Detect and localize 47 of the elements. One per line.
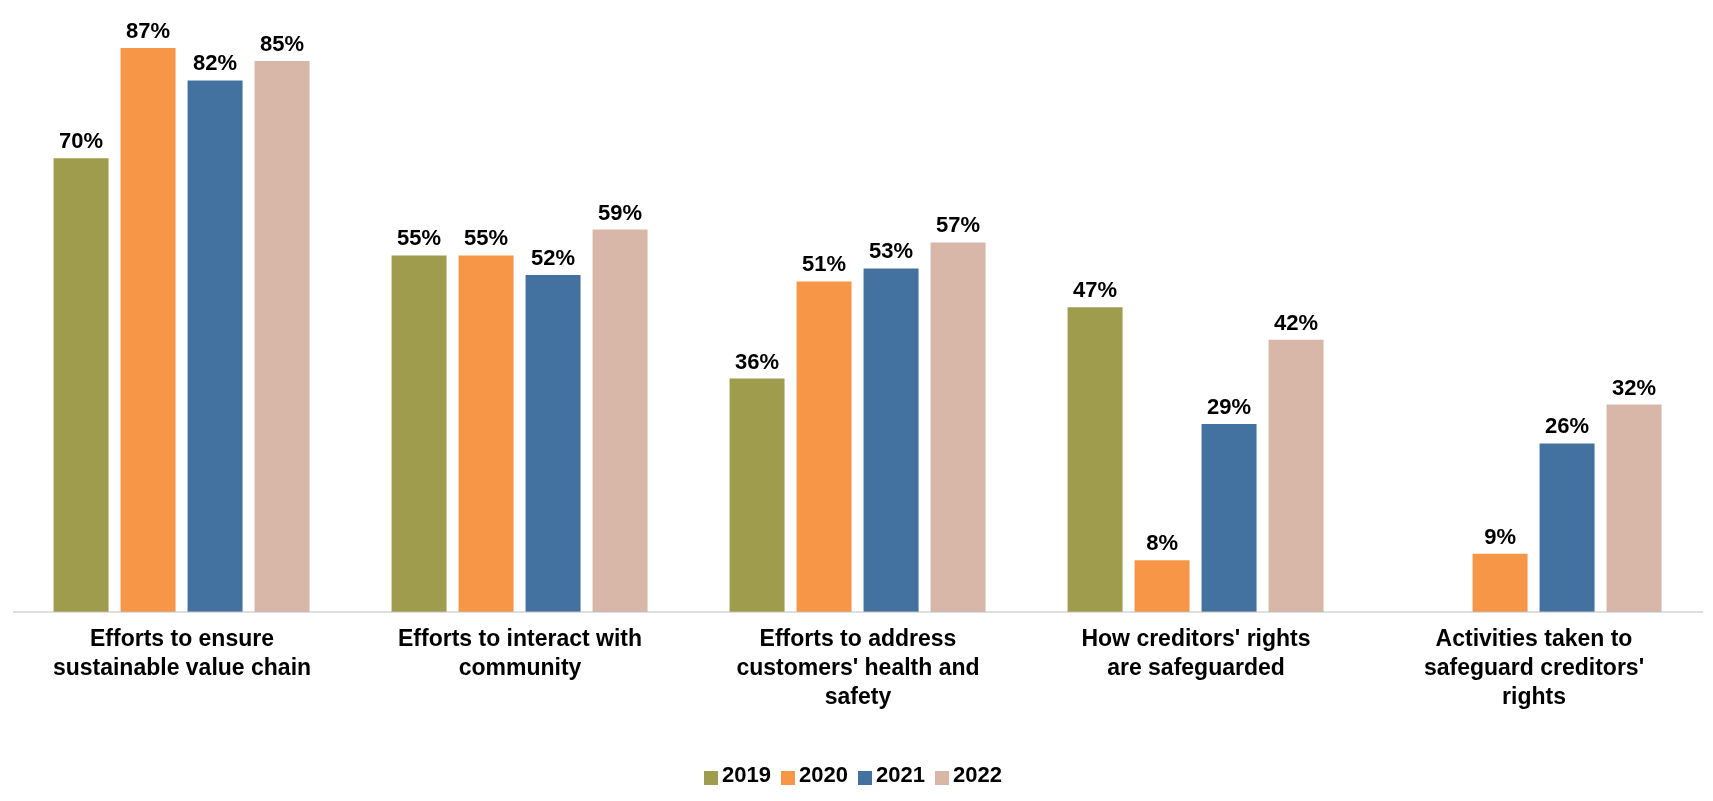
data-label: 51% bbox=[802, 251, 847, 277]
data-label: 53% bbox=[869, 238, 914, 264]
x-tick-label: How creditors' rights are safeguarded bbox=[1081, 625, 1311, 680]
legend-label: 2022 bbox=[952, 762, 1002, 787]
legend-label: 2020 bbox=[799, 762, 848, 787]
legend-label: 2021 bbox=[876, 762, 925, 787]
x-tick-label: Efforts to interact with community bbox=[397, 625, 643, 680]
data-label: 29% bbox=[1207, 394, 1252, 419]
data-label: 59% bbox=[598, 199, 643, 225]
bar bbox=[1134, 560, 1190, 612]
bar bbox=[592, 229, 648, 612]
data-label: 36% bbox=[735, 348, 780, 374]
data-label: 52% bbox=[531, 244, 576, 270]
bar bbox=[525, 274, 581, 612]
bar bbox=[1067, 307, 1123, 612]
bar bbox=[254, 60, 310, 612]
bar bbox=[930, 242, 986, 612]
bar bbox=[187, 80, 243, 612]
data-label: 42% bbox=[1274, 309, 1319, 335]
data-label: 47% bbox=[1073, 277, 1118, 303]
bar bbox=[1606, 404, 1662, 612]
data-label: 32% bbox=[1612, 374, 1657, 400]
data-label: 57% bbox=[936, 212, 981, 238]
bar bbox=[53, 158, 109, 612]
data-label: 70% bbox=[59, 128, 104, 154]
x-tick-label: Efforts to ensure sustainable value chain bbox=[52, 625, 312, 680]
bar bbox=[729, 378, 785, 612]
data-label: 55% bbox=[397, 225, 442, 251]
bar bbox=[458, 255, 514, 612]
data-label: 82% bbox=[193, 50, 238, 76]
data-label: 87% bbox=[126, 18, 171, 43]
data-label: 26% bbox=[1545, 413, 1590, 439]
data-label: 55% bbox=[464, 225, 509, 251]
bar bbox=[796, 281, 852, 612]
x-tick-label: Efforts to address customers' health and safety bbox=[736, 625, 980, 709]
data-label: 85% bbox=[260, 30, 305, 56]
bar bbox=[391, 255, 447, 612]
data-label: 8% bbox=[1146, 530, 1178, 556]
bar bbox=[863, 268, 919, 612]
data-label: 9% bbox=[1484, 523, 1516, 549]
bar bbox=[120, 48, 176, 612]
x-tick-label: Activities taken to safeguard creditors' rights bbox=[1423, 625, 1645, 709]
bar bbox=[1201, 424, 1257, 612]
legend-label: 2019 bbox=[722, 762, 772, 787]
bar bbox=[1472, 553, 1528, 612]
bar bbox=[1539, 443, 1595, 612]
bar bbox=[1268, 339, 1324, 612]
